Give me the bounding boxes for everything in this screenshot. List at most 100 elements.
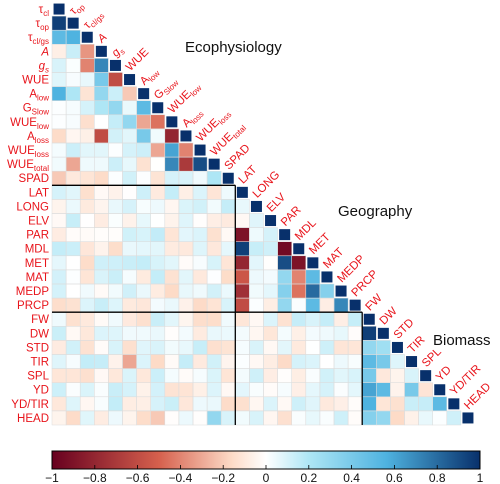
heatmap-cell-medp-long	[249, 284, 264, 299]
colorbar-tick-label: 0.2	[300, 471, 317, 484]
heatmap-cell-par-elv	[263, 227, 278, 242]
heatmap-cell-mdl-a	[94, 241, 109, 256]
colorbar-tick-label: 1	[477, 471, 484, 484]
heatmap-cell-gs-cl	[52, 58, 67, 73]
colorbar-tick-label: 0.4	[343, 471, 360, 484]
heatmap-cell-yd-tir-spad	[221, 396, 236, 411]
heatmap-cell-yd-wuetotal	[207, 382, 222, 397]
heatmap-cell-yd-tir-mdl	[291, 396, 306, 411]
heatmap-cell-head-elv	[263, 410, 278, 425]
heatmap-cell-wuelow-cl-gs	[80, 114, 95, 129]
heatmap-cell-yd-tir-par	[277, 396, 292, 411]
heatmap-cell-spl-aloss	[178, 368, 193, 383]
heatmap-cell-fw-wuetotal	[207, 312, 222, 327]
heatmap-cell-lat-cl	[52, 185, 67, 200]
heatmap-cell-wueloss-aloss	[178, 143, 193, 158]
heatmap-cell-spl-met	[305, 368, 320, 383]
heatmap-cell-tir-wuetotal	[207, 354, 222, 369]
heatmap-cell-prcp-a	[94, 298, 109, 313]
row-label-gs: gs	[39, 60, 49, 74]
heatmap-cell-spl-lat	[235, 368, 250, 383]
heatmap-cell-head-a	[94, 410, 109, 425]
heatmap-cell-wuetotal-gslow	[150, 157, 165, 172]
heatmap-cell-std-elv	[263, 340, 278, 355]
heatmap-cell-medp-op	[66, 284, 81, 299]
heatmap-cell-mdl-wueloss	[193, 241, 208, 256]
row-label-dw: DW	[30, 328, 49, 340]
heatmap-cell-spl-wuelow	[164, 368, 179, 383]
heatmap-cell-tir-gslow	[150, 354, 165, 369]
heatmap-cell-aloss-alow	[136, 128, 151, 143]
column-label-mdl: MDL	[293, 217, 319, 243]
row-label-op: τop	[36, 18, 50, 32]
heatmap-cell-fw-cl-gs	[80, 312, 95, 327]
heatmap-cell-long-gs	[108, 199, 123, 214]
heatmap-cell-prcp-elv	[263, 298, 278, 313]
heatmap-cell-elv-gslow	[150, 213, 165, 228]
heatmap-cell-mat-cl	[52, 269, 67, 284]
heatmap-cell-par-alow	[136, 227, 151, 242]
heatmap-cell-head-cl-gs	[80, 410, 95, 425]
heatmap-cell-head-tir	[404, 410, 419, 425]
heatmap-cell-yd-tir-wuelow	[164, 396, 179, 411]
heatmap-cell-fw-wue	[122, 312, 137, 327]
heatmap-cell-medp-medp	[335, 285, 347, 297]
heatmap-cell-fw-medp	[334, 312, 349, 327]
heatmap-cell-yd-tir-yd-tir	[448, 398, 460, 410]
heatmap-cell-par-wuelow	[164, 227, 179, 242]
heatmap-cell-fw-lat	[235, 312, 250, 327]
heatmap-cell-aloss-aloss	[180, 130, 192, 142]
heatmap-cell-yd-tir-aloss	[178, 396, 193, 411]
heatmap-cell-par-lat	[235, 227, 250, 242]
row-label-tir: TIR	[30, 357, 49, 369]
heatmap-cell-mdl-op	[66, 241, 81, 256]
heatmap-cell-head-yd-tir	[446, 410, 461, 425]
heatmap-cell-wuetotal-wuelow	[164, 157, 179, 172]
heatmap-cell-std-gs	[108, 340, 123, 355]
heatmap-cell-fw-gslow	[150, 312, 165, 327]
heatmap-cell-long-wue	[122, 199, 137, 214]
group-dividers	[52, 184, 363, 425]
heatmap-cell-met-wue	[122, 255, 137, 270]
heatmap-cell-wue-cl-gs	[80, 72, 95, 87]
heatmap-cell-wuetotal-wue	[122, 157, 137, 172]
heatmap-cell-spad-gs	[108, 171, 123, 186]
heatmap-cell-dw-gs	[108, 326, 123, 341]
row-label-std: STD	[26, 342, 49, 354]
heatmap-cell-head-dw	[376, 410, 391, 425]
heatmap-cell-mat-elv	[263, 269, 278, 284]
heatmap-cell-a-cl-gs	[80, 44, 95, 59]
heatmap-cell-tir-gs	[108, 354, 123, 369]
heatmap-cell-lat-cl-gs	[80, 185, 95, 200]
heatmap-cell-met-gslow	[150, 255, 165, 270]
heatmap-cell-std-a	[94, 340, 109, 355]
heatmap-cell-yd-tir-a	[94, 396, 109, 411]
heatmap-cell-elv-cl-gs	[80, 213, 95, 228]
heatmap-cell-medp-aloss	[178, 284, 193, 299]
heatmap-cell-mat-a	[94, 269, 109, 284]
heatmap-cell-dw-cl-gs	[80, 326, 95, 341]
heatmap-cell-std-cl	[52, 340, 67, 355]
heatmap-cell-spad-wuelow	[164, 171, 179, 186]
heatmap-cell-head-mat	[319, 410, 334, 425]
heatmap-cell-yd-gslow	[150, 382, 165, 397]
heatmap-cell-std-lat	[235, 340, 250, 355]
row-label-yd-tir: YD/TIR	[11, 399, 49, 411]
heatmap-cell-long-cl-gs	[80, 199, 95, 214]
heatmap-cell-head-spad	[221, 410, 236, 425]
heatmap-cell-par-long	[249, 227, 264, 242]
heatmap-cell-long-wuelow	[164, 199, 179, 214]
row-label-fw: FW	[31, 314, 49, 326]
column-label-cl: τcl	[53, 0, 70, 5]
heatmap-cell-wue-a	[94, 72, 109, 87]
heatmap-cell-spl-mat	[319, 368, 334, 383]
heatmap-cell-spad-aloss	[178, 171, 193, 186]
heatmap-cell-gs-cl-gs	[80, 58, 95, 73]
heatmap-cell-elv-gs	[108, 213, 123, 228]
heatmap-cell-head-gslow	[150, 410, 165, 425]
colorbar: −1 −0.8 −0.6 −0.4 −0.2 0 0.2 0.4 0.6 0.8 1	[45, 450, 484, 484]
row-label-aloss: Aloss	[27, 131, 49, 145]
heatmap-cell-long-cl	[52, 199, 67, 214]
heatmap-cell-lat-spad	[221, 185, 236, 200]
heatmap-cell-yd-yd	[434, 384, 446, 396]
